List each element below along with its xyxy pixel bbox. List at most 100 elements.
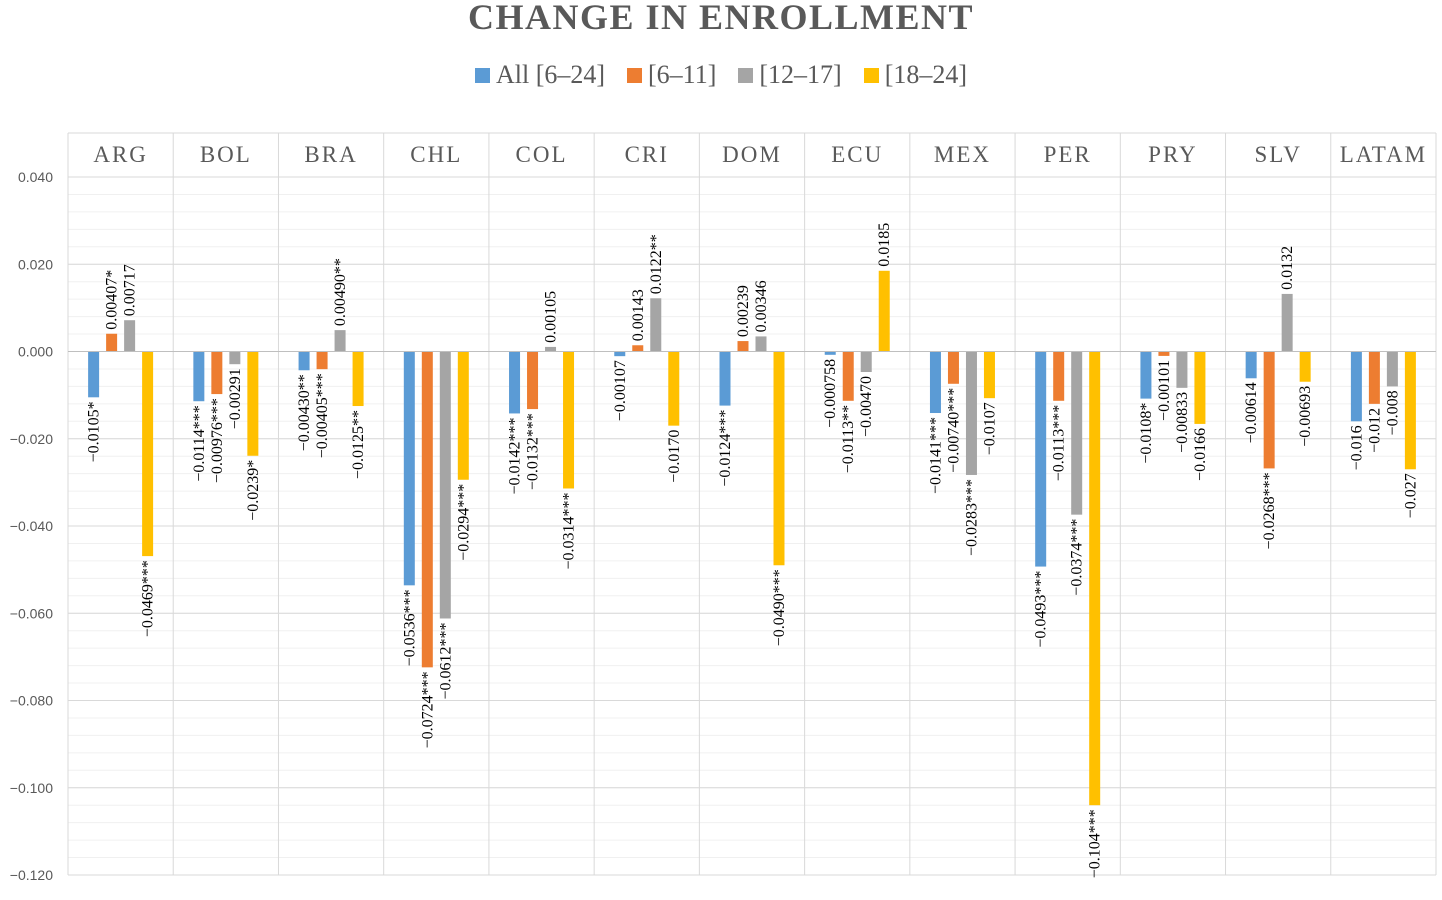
category-label: DOM (722, 142, 782, 167)
category-label: PRY (1148, 142, 1197, 167)
legend-entry: All [6–24] (474, 60, 606, 90)
data-label: 0.00105 (543, 291, 560, 343)
category-label: COL (516, 142, 568, 167)
category-label: BOL (200, 142, 252, 167)
legend-entry: [12–17] (738, 60, 842, 90)
legend-label: [6–11] (648, 60, 717, 89)
category-label: SLV (1254, 142, 1301, 167)
bar (106, 333, 118, 352)
chart-title: CHANGE IN ENROLLMENT (467, 0, 975, 37)
bar (983, 351, 995, 399)
bar (773, 351, 785, 566)
bar (614, 351, 626, 357)
bar (1404, 351, 1416, 470)
data-label: −0.012 (1366, 408, 1383, 453)
bar (352, 351, 364, 407)
bar (88, 351, 100, 398)
bar (334, 330, 346, 352)
data-label: −0.00470 (858, 376, 875, 437)
data-label: −0.00291 (227, 368, 244, 429)
data-label: −0.0170 (666, 430, 683, 483)
y-tick-label: −0.060 (10, 605, 53, 621)
bar (1350, 351, 1362, 422)
y-tick-label: −0.080 (10, 693, 53, 709)
bar (421, 351, 433, 668)
data-label: −0.0536*** (401, 589, 418, 666)
data-label: −0.0142*** (507, 417, 524, 494)
data-label: 0.00346 (753, 280, 770, 332)
data-label: −0.0490*** (771, 569, 788, 646)
bar (1245, 351, 1257, 379)
legend-label: [18–24] (884, 60, 968, 89)
data-label: −0.0268*** (1261, 472, 1278, 549)
bar (298, 351, 310, 371)
data-label: −0.00833 (1174, 392, 1191, 453)
bar (737, 341, 749, 352)
bar (650, 298, 662, 352)
legend-label: All [6–24] (495, 60, 606, 89)
data-label: 0.00490** (332, 258, 349, 326)
data-label: 0.00717 (122, 264, 139, 316)
y-tick-label: −0.120 (10, 867, 53, 883)
legend-swatch (863, 67, 879, 83)
bar (878, 270, 890, 352)
category-label: LATAM (1340, 142, 1427, 167)
data-label: −0.0124*** (717, 410, 734, 487)
bar (1089, 351, 1101, 806)
category-label: MEX (934, 142, 991, 167)
data-label: −0.0239* (245, 460, 262, 521)
bar (1176, 351, 1188, 388)
bar (1263, 351, 1275, 469)
data-label: 0.0132 (1279, 246, 1296, 290)
bar (1035, 351, 1047, 567)
data-label: −0.016 (1348, 425, 1365, 470)
data-label: 0.00143 (630, 289, 647, 341)
bar (142, 351, 154, 557)
bar (1386, 351, 1398, 387)
bar (316, 351, 328, 370)
category-label: CHL (410, 142, 462, 167)
bar (563, 351, 575, 489)
data-label: −0.0125** (350, 410, 367, 479)
bar (124, 320, 136, 352)
bar (545, 346, 557, 352)
data-label: −0.0105* (86, 401, 103, 462)
bar (1158, 351, 1170, 356)
data-label: −0.00976*** (209, 398, 226, 483)
bar (403, 351, 415, 586)
y-tick-label: 0.040 (18, 169, 53, 185)
data-label: −0.0374*** (1069, 519, 1086, 596)
bar (965, 351, 977, 475)
bar (193, 351, 205, 402)
data-label: −0.0113** (840, 405, 857, 473)
bar (842, 351, 854, 401)
data-label: −0.0141*** (927, 417, 944, 494)
data-label: −0.00107 (612, 360, 629, 421)
data-label: −0.008 (1384, 390, 1401, 435)
data-label: −0.0294*** (455, 484, 472, 561)
bar (1071, 351, 1083, 515)
data-label: −0.0107 (981, 402, 998, 455)
data-label: −0.0724*** (419, 671, 436, 748)
bar (1299, 351, 1311, 382)
bar (1281, 293, 1293, 352)
bar (211, 351, 223, 395)
data-label: −0.00405*** (314, 373, 331, 458)
data-label: −0.0493*** (1033, 571, 1050, 648)
legend-swatch (738, 67, 754, 83)
data-label: 0.00239 (735, 285, 752, 337)
data-label: 0.0185 (876, 223, 893, 267)
bar (439, 351, 451, 619)
data-label: −0.0166 (1192, 428, 1209, 481)
bar (247, 351, 259, 456)
legend-entry: [6–11] (627, 60, 716, 90)
y-tick-label: 0.000 (18, 344, 53, 360)
y-tick-label: −0.100 (10, 780, 53, 796)
bar (947, 351, 959, 384)
legend-label: [12–17] (759, 60, 842, 89)
bar (632, 345, 644, 352)
data-label: −0.000758 (822, 359, 839, 428)
bar (755, 336, 767, 352)
bar (719, 351, 731, 406)
bar (527, 351, 539, 410)
